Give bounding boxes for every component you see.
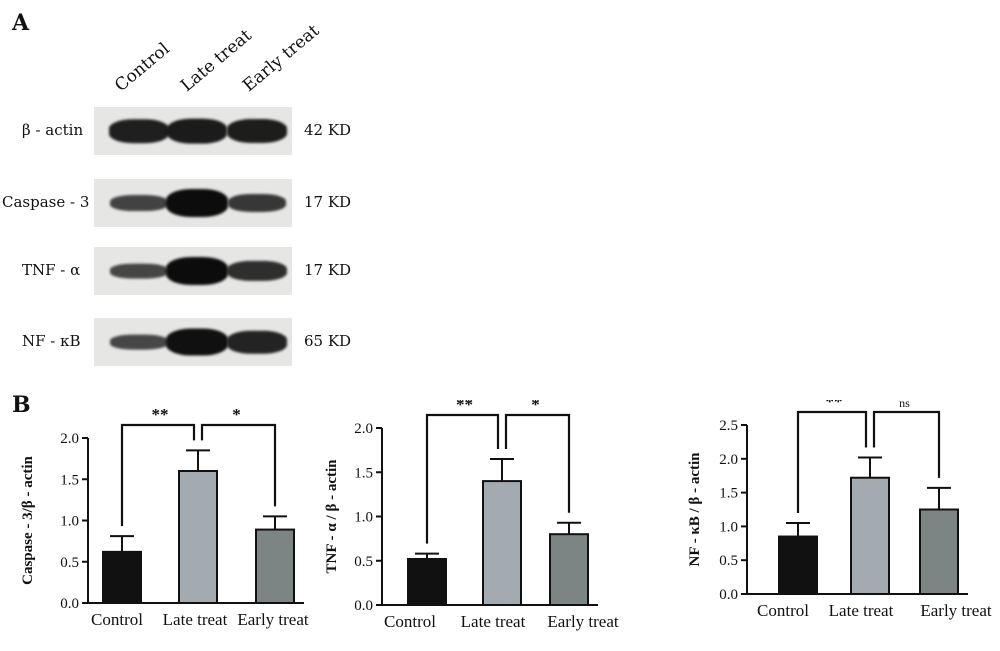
blot-strip [94, 247, 292, 295]
x-tick-label: Control [757, 601, 809, 620]
protein-label: NF - κB [22, 332, 81, 350]
significance-bracket [504, 413, 571, 513]
blot-band [110, 263, 168, 279]
molecular-weight-label: 65 KD [304, 332, 352, 350]
y-tick-label: 0.0 [719, 587, 738, 603]
x-tick-label: Late treat [829, 601, 894, 620]
significance-label: * [232, 405, 241, 424]
lane-label-early-treat: Early treat [239, 20, 324, 96]
y-tick-label: 0.0 [60, 596, 79, 612]
blot-strip [94, 107, 292, 155]
y-tick-label: 1.0 [354, 510, 373, 526]
y-tick-label: 2.0 [60, 431, 79, 447]
y-tick-label: 2.5 [719, 418, 738, 434]
significance-label: ** [826, 400, 843, 411]
molecular-weight-label: 42 KD [304, 121, 352, 139]
y-tick-label: 1.0 [719, 519, 738, 535]
blot-band [227, 193, 287, 213]
significance-label: ** [152, 405, 169, 424]
significance-label: ** [456, 400, 473, 414]
y-axis-label: Caspase - 3/β - actin [20, 455, 36, 584]
blot-row: Caspase - 3 17 KD [0, 176, 360, 232]
y-tick-label: 1.5 [354, 465, 373, 481]
caspase3-bar-chart: 0.0 0.5 1.0 1.5 2.0 Caspase - 3/β - actin Cont… [20, 405, 309, 629]
blot-band [166, 189, 228, 217]
x-tick-label: Control [91, 610, 143, 629]
molecular-weight-label: 17 KD [304, 193, 352, 211]
protein-label: TNF - α [22, 261, 81, 279]
blot-row: β - actin 42 KD [0, 104, 360, 160]
y-axis-label: NF - κB / β - actin [687, 452, 703, 567]
significance-bracket [120, 423, 196, 527]
x-tick-label: Early treat [237, 610, 309, 629]
tnf-alpha-bar-chart: 0.0 0.5 1.0 1.5 2.0 TNF - α / β - actin Contro… [324, 400, 619, 631]
blot-band [166, 257, 228, 285]
bar [850, 476, 890, 595]
significance-bracket [872, 410, 941, 478]
bar [919, 508, 959, 595]
molecular-weight-label: 17 KD [304, 261, 352, 279]
bar [778, 535, 818, 595]
blot-band [166, 328, 228, 356]
y-tick-label: 1.0 [60, 514, 79, 530]
lane-label-control: Control [111, 39, 174, 96]
blot-row: TNF - α 17 KD [0, 244, 360, 300]
x-tick-label: Late treat [461, 612, 526, 631]
blot-strip [94, 179, 292, 227]
significance-bracket [425, 413, 500, 544]
blot-row: NF - κB 65 KD [0, 315, 360, 371]
blot-band [227, 330, 287, 354]
x-tick-label: Late treat [163, 610, 228, 629]
y-tick-label: 2.0 [719, 452, 738, 468]
blot-strip [94, 318, 292, 366]
bar [482, 480, 522, 606]
protein-label: Caspase - 3 [2, 193, 90, 211]
y-tick-label: 0.5 [354, 554, 373, 570]
significance-label: * [531, 400, 540, 414]
x-tick-label: Control [384, 612, 436, 631]
significance-bracket [200, 423, 277, 507]
blot-band [227, 260, 287, 282]
y-tick-label: 2.0 [354, 421, 373, 437]
bar [178, 470, 218, 604]
bar [407, 557, 447, 606]
panel-a-label: A [12, 10, 30, 36]
bar [255, 528, 295, 604]
y-tick-label: 1.5 [60, 472, 79, 488]
y-axis-label: TNF - α / β - actin [324, 459, 340, 574]
panel-b-label: B [12, 392, 31, 418]
bar [549, 533, 589, 606]
blot-band [166, 118, 228, 144]
x-tick-label: Early treat [547, 612, 619, 631]
blot-band [110, 195, 168, 211]
significance-bracket [796, 410, 868, 514]
x-tick-label: Early treat [920, 601, 992, 620]
blot-band [110, 334, 168, 350]
protein-label: β - actin [22, 121, 84, 139]
y-tick-label: 0.5 [60, 555, 79, 571]
bar [102, 550, 142, 605]
nf-kb-bar-chart: 0.0 0.5 1.0 1.5 2.0 2.5 NF - κB / β - actin Con… [687, 400, 992, 620]
blot-band [226, 118, 288, 144]
y-tick-label: 1.5 [719, 486, 738, 502]
significance-label: ns [899, 400, 910, 410]
blot-band [108, 119, 170, 143]
y-tick-label: 0.0 [354, 598, 373, 614]
y-tick-label: 0.5 [719, 553, 738, 569]
